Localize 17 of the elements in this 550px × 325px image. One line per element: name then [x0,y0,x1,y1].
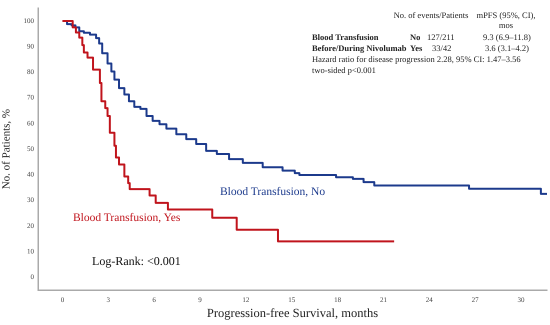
annotation: 9.3 (6.9–11.8) [483,32,531,42]
annotation: 3.6 (3.1–4.2) [485,43,529,53]
series-label: Blood Transfusion, No [220,186,326,198]
annotation: No. of events/Patients [392,10,470,20]
annotation: No [410,32,420,42]
annotation: mPFS (95%, CI), mos [475,10,537,30]
annotation: Log-Rank: <0.001 [92,254,181,268]
annotation: Yes [410,43,422,53]
annotation: two-sided p<0.001 [312,65,376,75]
annotation: 127/211 [427,32,455,42]
annotation: Hazard ratio for disease progression 2.28, 95% CI: 1.47–3.56 [312,54,521,64]
y-axis-title: No. of Patients, % [0,108,12,190]
series-label: Blood Transfusion, Yes [73,212,180,224]
annotation: 33/42 [432,43,452,53]
annotation: Blood Transfusion [312,32,379,42]
x-axis-title: Progression-free Survival, months [206,306,378,320]
annotation: Before/During Nivolumab [312,43,407,53]
